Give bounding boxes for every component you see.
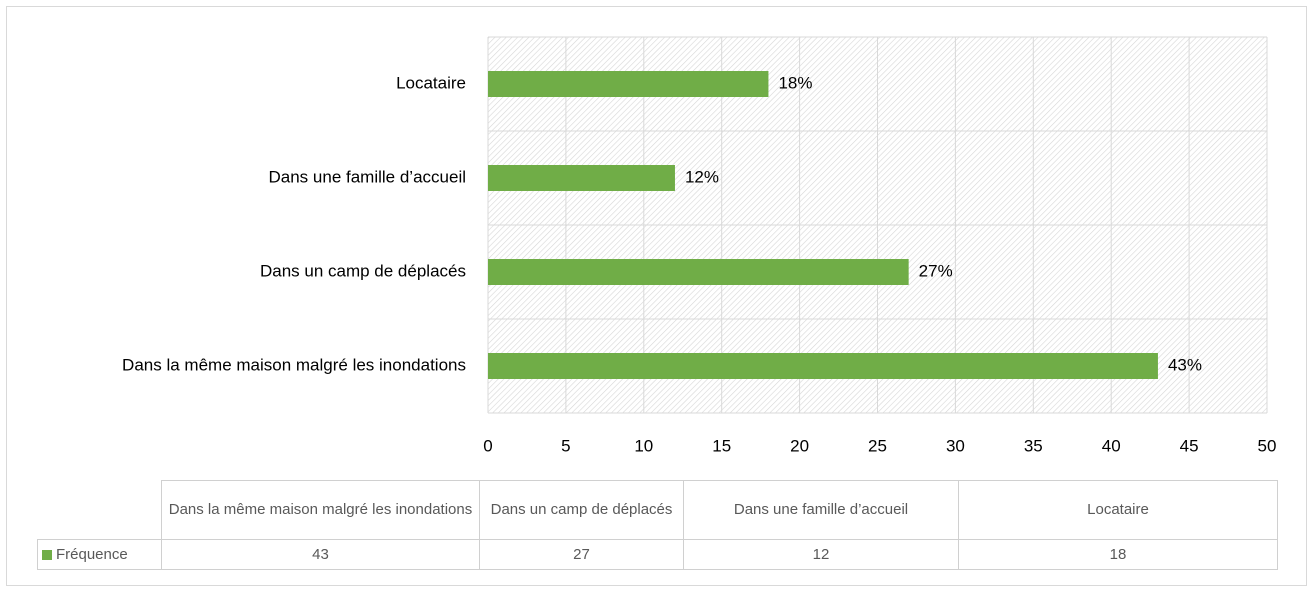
data-label: 27% (919, 261, 953, 280)
data-label: 12% (685, 167, 719, 186)
legend-key (42, 549, 52, 560)
bar (488, 71, 769, 97)
data-label: 43% (1168, 355, 1202, 374)
y-tick-label: Dans la même maison malgré les inondatio… (122, 355, 466, 374)
data-label: 18% (778, 73, 812, 92)
x-tick-label: 45 (1180, 436, 1199, 455)
table-header: Locataire (958, 480, 1278, 540)
x-tick-label: 35 (1024, 436, 1043, 455)
x-tick-label: 10 (634, 436, 653, 455)
table-header: Dans un camp de déplacés (479, 480, 684, 540)
y-tick-label: Locataire (396, 73, 466, 92)
y-tick-label: Dans une famille d’accueil (269, 167, 467, 186)
table-legend: Fréquence (37, 539, 162, 570)
x-tick-label: 25 (868, 436, 887, 455)
bar (488, 165, 675, 191)
table-header: Dans une famille d’accueil (683, 480, 959, 540)
x-tick-label: 40 (1102, 436, 1121, 455)
x-tick-label: 5 (561, 436, 570, 455)
table-value: 18 (958, 539, 1278, 570)
table-value: 12 (683, 539, 959, 570)
x-tick-label: 15 (712, 436, 731, 455)
bar (488, 259, 909, 285)
table-header: Dans la même maison malgré les inondatio… (161, 480, 480, 540)
y-tick-label: Dans un camp de déplacés (260, 261, 466, 280)
x-tick-label: 50 (1258, 436, 1277, 455)
x-tick-label: 0 (483, 436, 492, 455)
x-tick-label: 30 (946, 436, 965, 455)
x-tick-label: 20 (790, 436, 809, 455)
table-value: 27 (479, 539, 684, 570)
legend-label: Fréquence (56, 545, 128, 563)
bar (488, 353, 1158, 379)
table-value: 43 (161, 539, 480, 570)
